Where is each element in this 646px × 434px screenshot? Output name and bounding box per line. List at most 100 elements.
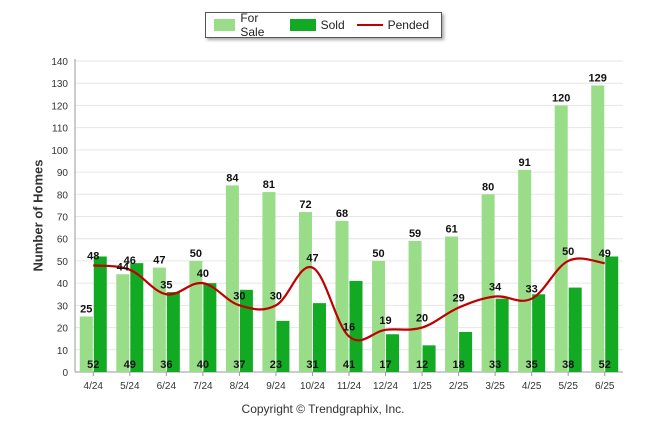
bar-sold — [495, 298, 509, 372]
y-tick-label: 60 — [57, 235, 69, 246]
x-tick-label: 2/25 — [449, 381, 469, 392]
data-label-sold: 41 — [343, 359, 355, 371]
data-label-sold: 52 — [599, 359, 611, 371]
legend-swatch-pended — [356, 24, 383, 26]
data-label-pended: 16 — [343, 321, 355, 333]
bar-sold — [312, 303, 326, 372]
bar-for-sale — [372, 260, 386, 372]
data-label-pended: 20 — [416, 313, 428, 325]
bar-for-sale — [481, 194, 495, 372]
bar-for-sale — [408, 240, 422, 372]
y-tick-label: 50 — [57, 257, 69, 268]
data-label-for-sale: 50 — [372, 248, 384, 260]
data-label-sold: 52 — [87, 359, 99, 371]
bar-sold — [130, 263, 144, 372]
legend-item-for-sale: For Sale — [214, 11, 278, 39]
data-label-for-sale: 50 — [190, 248, 202, 260]
x-tick-label: 5/24 — [120, 381, 140, 392]
y-tick-label: 0 — [62, 368, 68, 379]
data-label-sold: 35 — [526, 359, 538, 371]
x-tick-label: 7/24 — [193, 381, 213, 392]
data-label-pended: 19 — [379, 315, 391, 327]
data-label-sold: 12 — [416, 359, 428, 371]
data-label-pended: 30 — [270, 290, 282, 302]
x-tick-label: 8/24 — [230, 381, 250, 392]
data-label-sold: 33 — [489, 359, 501, 371]
y-tick-label: 90 — [57, 168, 69, 179]
data-label-for-sale: 120 — [552, 92, 570, 104]
bar-for-sale — [554, 105, 568, 372]
data-label-sold: 40 — [197, 359, 209, 371]
data-label-sold: 23 — [270, 359, 282, 371]
data-label-for-sale: 68 — [336, 208, 348, 220]
bar-for-sale — [445, 236, 459, 372]
data-label-sold: 37 — [233, 359, 245, 371]
bar-sold — [422, 345, 436, 372]
x-tick-label: 4/24 — [84, 381, 104, 392]
bar-for-sale — [79, 316, 93, 372]
data-label-for-sale: 44 — [117, 261, 130, 273]
y-tick-label: 130 — [51, 79, 68, 90]
data-label-sold: 17 — [379, 359, 391, 371]
data-label-pended: 49 — [599, 248, 611, 260]
data-label-pended: 30 — [233, 290, 245, 302]
bar-for-sale — [335, 220, 349, 372]
bar-sold — [276, 320, 290, 372]
x-tick-label: 1/25 — [412, 381, 432, 392]
y-tick-label: 80 — [57, 190, 69, 201]
y-tick-label: 120 — [51, 101, 68, 112]
bar-sold — [166, 292, 180, 372]
x-tick-label: 6/24 — [157, 381, 177, 392]
data-label-pended: 46 — [124, 255, 136, 267]
x-tick-label: 6/25 — [595, 381, 615, 392]
data-label-sold: 36 — [160, 359, 172, 371]
y-tick-label: 110 — [52, 124, 68, 135]
bar-sold — [386, 334, 400, 372]
bar-for-sale — [518, 169, 532, 372]
data-label-for-sale: 59 — [409, 228, 421, 240]
data-label-pended: 40 — [197, 268, 209, 280]
legend-label-sold: Sold — [320, 18, 345, 32]
y-tick-label: 40 — [57, 279, 69, 290]
data-label-for-sale: 25 — [80, 303, 92, 315]
x-tick-label: 4/25 — [522, 381, 542, 392]
bar-sold — [605, 256, 619, 372]
data-label-for-sale: 84 — [226, 172, 239, 184]
y-tick-label: 30 — [57, 301, 69, 312]
data-label-pended: 47 — [306, 253, 318, 265]
bar-sold — [459, 332, 473, 372]
legend-swatch-for-sale — [214, 19, 236, 31]
bar-for-sale — [189, 260, 203, 372]
data-label-for-sale: 129 — [589, 72, 607, 84]
bar-sold — [532, 294, 546, 372]
data-label-pended: 48 — [87, 250, 99, 262]
copyright-text: Copyright © Trendgraphix, Inc. — [241, 402, 405, 416]
bar-sold — [349, 280, 363, 372]
x-tick-label: 3/25 — [485, 381, 505, 392]
data-label-for-sale: 47 — [153, 255, 165, 267]
data-label-sold: 18 — [452, 359, 464, 371]
y-tick-label: 10 — [57, 346, 69, 357]
bar-for-sale — [116, 274, 130, 372]
y-tick-label: 100 — [51, 146, 68, 157]
bar-sold — [93, 256, 107, 372]
bar-sold — [239, 289, 253, 372]
data-label-sold: 31 — [306, 359, 318, 371]
bar-for-sale — [298, 212, 312, 372]
bar-for-sale — [225, 185, 239, 372]
data-label-for-sale: 81 — [263, 179, 275, 191]
data-label-for-sale: 91 — [519, 157, 531, 169]
y-tick-label: 20 — [57, 324, 69, 335]
legend-label-pended: Pended — [387, 18, 429, 32]
y-axis-label: Number of Homes — [30, 159, 46, 272]
legend-label-for-sale: For Sale — [240, 11, 265, 39]
data-label-pended: 29 — [452, 293, 464, 305]
data-label-for-sale: 61 — [445, 223, 457, 235]
legend-item-pended: Pended — [356, 18, 429, 32]
data-label-for-sale: 72 — [299, 199, 311, 211]
data-label-pended: 34 — [489, 281, 502, 293]
line-pended — [93, 257, 605, 342]
bar-sold — [203, 283, 217, 372]
bar-sold — [568, 287, 582, 372]
